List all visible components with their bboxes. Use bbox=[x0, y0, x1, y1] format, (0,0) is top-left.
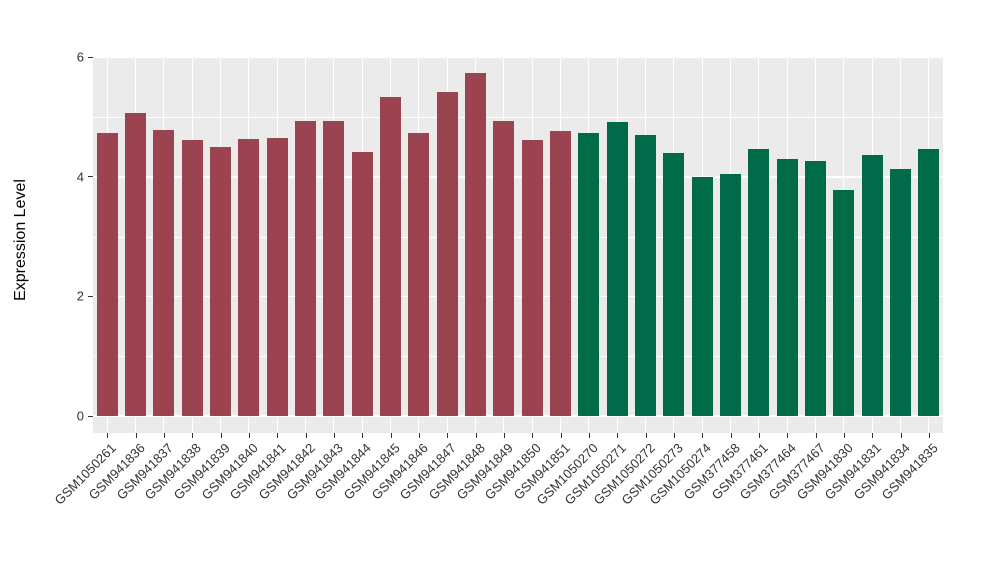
x-tick-mark-GSM1050272 bbox=[645, 433, 647, 438]
bar-GSM941849 bbox=[493, 121, 515, 416]
x-tick-mark-GSM941842 bbox=[305, 433, 307, 438]
bar-GSM1050261 bbox=[96, 132, 118, 416]
bar-GSM941834 bbox=[890, 169, 911, 416]
x-tick-mark-GSM941846 bbox=[418, 433, 420, 438]
x-tick-mark-GSM941849 bbox=[503, 433, 505, 438]
bar-GSM941844 bbox=[351, 151, 373, 416]
bar-GSM377467 bbox=[805, 161, 826, 416]
bar-GSM1050272 bbox=[635, 134, 656, 416]
gridline-major-y6 bbox=[93, 56, 943, 58]
bar-GSM941838 bbox=[181, 140, 203, 416]
gridline-minor-y3 bbox=[93, 236, 943, 238]
x-tick-mark-GSM941841 bbox=[277, 433, 279, 438]
bar-GSM941840 bbox=[238, 139, 260, 416]
bar-GSM1050270 bbox=[578, 132, 600, 416]
y-tick-label-6: 6 bbox=[76, 49, 84, 65]
gridline-major-y0 bbox=[93, 415, 943, 417]
y-tick-mark-4 bbox=[88, 176, 93, 178]
x-tick-mark-GSM941831 bbox=[872, 433, 874, 438]
y-tick-label-2: 2 bbox=[76, 288, 84, 304]
y-tick-label-0: 0 bbox=[76, 408, 84, 424]
x-tick-mark-GSM377467 bbox=[815, 433, 817, 438]
bar-GSM941837 bbox=[153, 130, 175, 416]
x-tick-mark-GSM941848 bbox=[475, 433, 477, 438]
x-tick-mark-GSM941834 bbox=[900, 433, 902, 438]
bar-GSM941839 bbox=[210, 146, 231, 416]
x-tick-mark-GSM941836 bbox=[135, 433, 137, 438]
y-axis-title: Expression Level bbox=[12, 179, 29, 301]
bar-GSM941835 bbox=[918, 149, 940, 416]
bar-GSM941845 bbox=[380, 97, 401, 416]
x-tick-mark-GSM941845 bbox=[390, 433, 392, 438]
x-tick-mark-GSM1050273 bbox=[673, 433, 675, 438]
bar-GSM941846 bbox=[408, 132, 430, 416]
bar-GSM941842 bbox=[295, 121, 316, 416]
x-tick-mark-GSM1050270 bbox=[588, 433, 590, 438]
bar-GSM377458 bbox=[720, 173, 741, 416]
bar-GSM377461 bbox=[748, 149, 770, 416]
gridline-minor-y1 bbox=[93, 356, 943, 357]
plot-panel bbox=[93, 56, 943, 433]
bar-GSM941836 bbox=[125, 113, 146, 416]
y-tick-mark-6 bbox=[88, 56, 93, 58]
x-tick-mark-GSM941835 bbox=[928, 433, 930, 438]
bar-GSM941841 bbox=[266, 137, 288, 416]
bar-GSM941848 bbox=[465, 73, 486, 416]
bar-GSM941831 bbox=[861, 154, 883, 416]
x-tick-mark-GSM941843 bbox=[333, 433, 335, 438]
x-tick-mark-GSM941851 bbox=[560, 433, 562, 438]
x-tick-mark-GSM1050261 bbox=[107, 433, 109, 438]
bar-GSM941850 bbox=[521, 140, 543, 416]
gridline-minor-y5 bbox=[93, 117, 943, 118]
x-tick-mark-GSM941844 bbox=[362, 433, 364, 438]
bar-GSM941847 bbox=[436, 92, 458, 416]
bar-GSM1050274 bbox=[691, 176, 713, 416]
x-tick-mark-GSM941847 bbox=[447, 433, 449, 438]
bar-GSM941830 bbox=[833, 189, 855, 416]
x-tick-mark-GSM941850 bbox=[532, 433, 534, 438]
bar-GSM377464 bbox=[776, 158, 798, 416]
gridline-major-y4 bbox=[93, 176, 943, 178]
x-tick-mark-GSM941838 bbox=[192, 433, 194, 438]
bar-GSM941843 bbox=[323, 121, 345, 416]
bar-GSM1050271 bbox=[606, 121, 628, 416]
y-tick-label-4: 4 bbox=[76, 169, 84, 185]
gridline-major-y2 bbox=[93, 295, 943, 298]
x-tick-mark-GSM377458 bbox=[730, 433, 732, 438]
x-tick-mark-GSM941840 bbox=[248, 433, 250, 438]
y-tick-mark-2 bbox=[88, 295, 93, 297]
x-tick-mark-GSM1050274 bbox=[702, 433, 704, 438]
x-tick-mark-GSM941837 bbox=[163, 433, 165, 438]
y-tick-mark-0 bbox=[88, 415, 93, 417]
x-tick-mark-GSM1050271 bbox=[617, 433, 619, 438]
x-tick-mark-GSM941830 bbox=[843, 433, 845, 438]
x-tick-mark-GSM377461 bbox=[758, 433, 760, 438]
bar-GSM941851 bbox=[550, 130, 571, 416]
x-tick-mark-GSM377464 bbox=[787, 433, 789, 438]
bar-GSM1050273 bbox=[663, 152, 685, 416]
x-tick-mark-GSM941839 bbox=[220, 433, 222, 438]
